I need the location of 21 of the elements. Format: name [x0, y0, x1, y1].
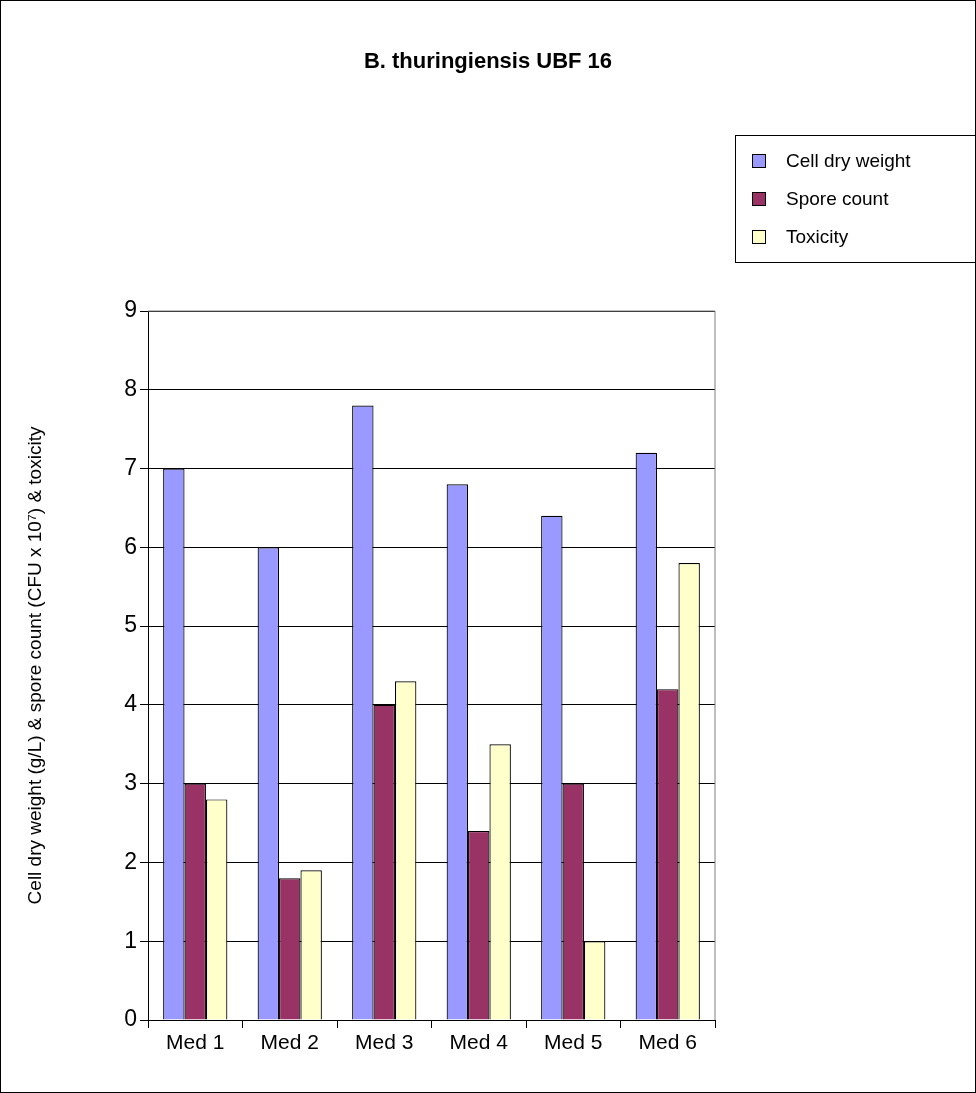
y-tick-label: 4	[124, 690, 138, 717]
legend-label: Spore count	[786, 188, 889, 210]
y-tick-label: 0	[124, 1005, 137, 1032]
legend-label: Toxicity	[786, 226, 849, 248]
y-tick-label: 8	[124, 375, 137, 402]
y-tick-label: 2	[124, 847, 137, 874]
y-tick-label: 7	[124, 453, 137, 480]
x-tick-label: Med 1	[166, 1030, 225, 1054]
chart-title: B. thuringiensis UBF 16	[362, 48, 614, 74]
y-tick-label: 9	[124, 296, 137, 323]
y-tick-label: 6	[124, 532, 137, 559]
x-tick-label: Med 5	[544, 1030, 603, 1054]
x-tick-label: Med 3	[355, 1030, 414, 1054]
y-axis-title: Cell dry weight (g/L) & spore count (CFU x 10⁷) & toxicity	[23, 426, 45, 905]
y-tick-label: 3	[124, 769, 137, 796]
y-tick-label: 1	[124, 926, 137, 953]
x-tick-label: Med 6	[638, 1030, 697, 1054]
x-tick-label: Med 4	[449, 1030, 509, 1054]
x-tick-label: Med 2	[260, 1030, 319, 1054]
y-tick-label: 5	[124, 611, 137, 638]
legend-label: Cell dry weight	[786, 150, 911, 172]
